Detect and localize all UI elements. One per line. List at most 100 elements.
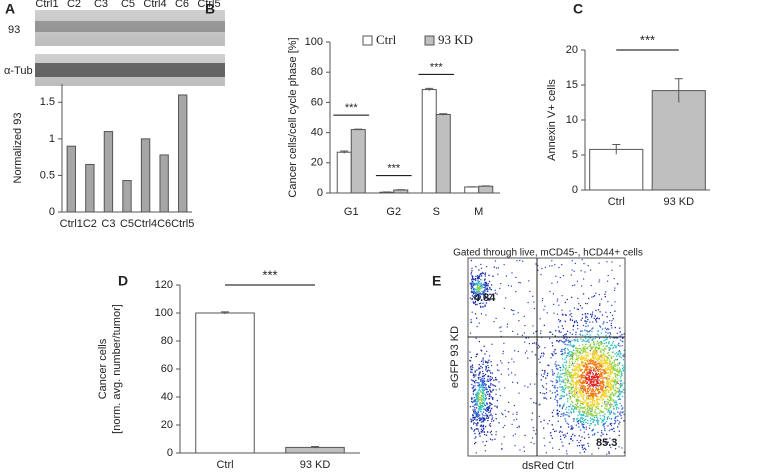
flow-dot [601, 405, 603, 407]
flow-dot [597, 342, 599, 344]
flow-dot [596, 401, 598, 403]
flow-dot [608, 354, 610, 357]
flow-dot [485, 293, 487, 295]
flow-dot [558, 378, 560, 380]
flow-dot [480, 313, 482, 315]
flow-dot [489, 293, 491, 295]
flow-dot [583, 396, 585, 398]
flow-dot [475, 374, 477, 376]
flow-dot [469, 359, 471, 362]
flow-dot [524, 325, 526, 327]
flow-dot [601, 399, 603, 401]
flow-dot [484, 304, 486, 306]
flow-dot [484, 360, 487, 362]
flow-dot [598, 447, 600, 449]
flow-dot [606, 369, 608, 371]
flow-dot [563, 391, 565, 393]
flow-dot [601, 389, 603, 391]
flow-dot [585, 426, 587, 428]
flow-dot [590, 269, 592, 271]
flow-dot [592, 405, 594, 407]
flow-dot [565, 367, 568, 369]
flow-dot [576, 340, 578, 342]
flow-dot [564, 418, 566, 420]
flow-dot [611, 314, 614, 316]
flow-dot [568, 382, 571, 384]
flow-dot [618, 398, 620, 401]
flow-dot [590, 413, 593, 415]
flow-dot [624, 386, 626, 389]
flow-dot [601, 342, 604, 344]
flow-dot [475, 400, 477, 403]
flow-dot [476, 369, 478, 371]
flow-dot [564, 343, 566, 345]
flow-dot [492, 397, 494, 399]
flow-dot [480, 263, 482, 265]
flow-dot [560, 413, 562, 415]
flow-dot [486, 403, 488, 405]
flow-dot [580, 407, 582, 410]
flow-dot [504, 424, 506, 427]
flow-dot [576, 392, 578, 394]
lane-label: Ctrl5 [197, 0, 220, 10]
flow-dot [615, 408, 618, 410]
flow-dot [591, 375, 593, 377]
flow-dot [578, 352, 580, 354]
flow-dot [591, 430, 593, 432]
flow-dot [564, 352, 566, 354]
bar [393, 189, 409, 194]
flow-dot [474, 371, 476, 373]
flow-dot [616, 365, 618, 367]
flow-dot [472, 293, 475, 295]
flow-dot [592, 401, 594, 403]
flow-dot [602, 394, 604, 396]
flow-dot [577, 422, 580, 425]
flow-dot [567, 377, 569, 379]
flow-dot [471, 286, 474, 288]
flow-dot [594, 357, 596, 359]
flow-dot [478, 399, 480, 401]
flow-dot [597, 309, 600, 311]
flow-dot [592, 356, 595, 358]
flow-dot [617, 419, 619, 422]
flow-dot [621, 408, 623, 410]
flow-dot [619, 351, 621, 353]
flow-dot [576, 324, 579, 326]
flow-dot [599, 374, 601, 376]
lane-label: C6 [175, 0, 189, 10]
flow-dot [611, 320, 613, 322]
flow-dot [589, 397, 592, 400]
flow-dot [474, 443, 476, 445]
flow-dot [501, 447, 503, 450]
flow-dot [605, 392, 607, 394]
flow-dot [482, 403, 484, 405]
flow-dot [581, 350, 583, 352]
flow-dot [577, 402, 579, 404]
flow-dot [588, 394, 590, 396]
flow-dot [486, 350, 488, 352]
flow-dot [476, 403, 478, 405]
flow-dot [579, 365, 581, 367]
flow-dot [569, 376, 572, 378]
flow-dot [564, 382, 567, 384]
flow-dot [592, 397, 594, 399]
flow-dot [492, 384, 494, 386]
flow-dot [470, 369, 472, 371]
flow-dot [590, 378, 593, 380]
flow-dot [540, 352, 543, 354]
flow-dot [587, 392, 589, 394]
flow-dot [482, 381, 484, 383]
flow-dot [471, 285, 473, 287]
flow-dot [593, 379, 596, 381]
flow-dot [592, 346, 594, 348]
flow-dot [483, 397, 485, 399]
flow-dot [489, 393, 491, 395]
flow-dot [577, 421, 579, 423]
flow-dot [580, 402, 582, 404]
flow-dot [469, 351, 471, 353]
flow-dot [597, 403, 599, 405]
flow-dot [582, 371, 584, 374]
flow-dot [613, 362, 615, 364]
flow-dot [493, 384, 495, 387]
flow-dot [595, 419, 597, 422]
